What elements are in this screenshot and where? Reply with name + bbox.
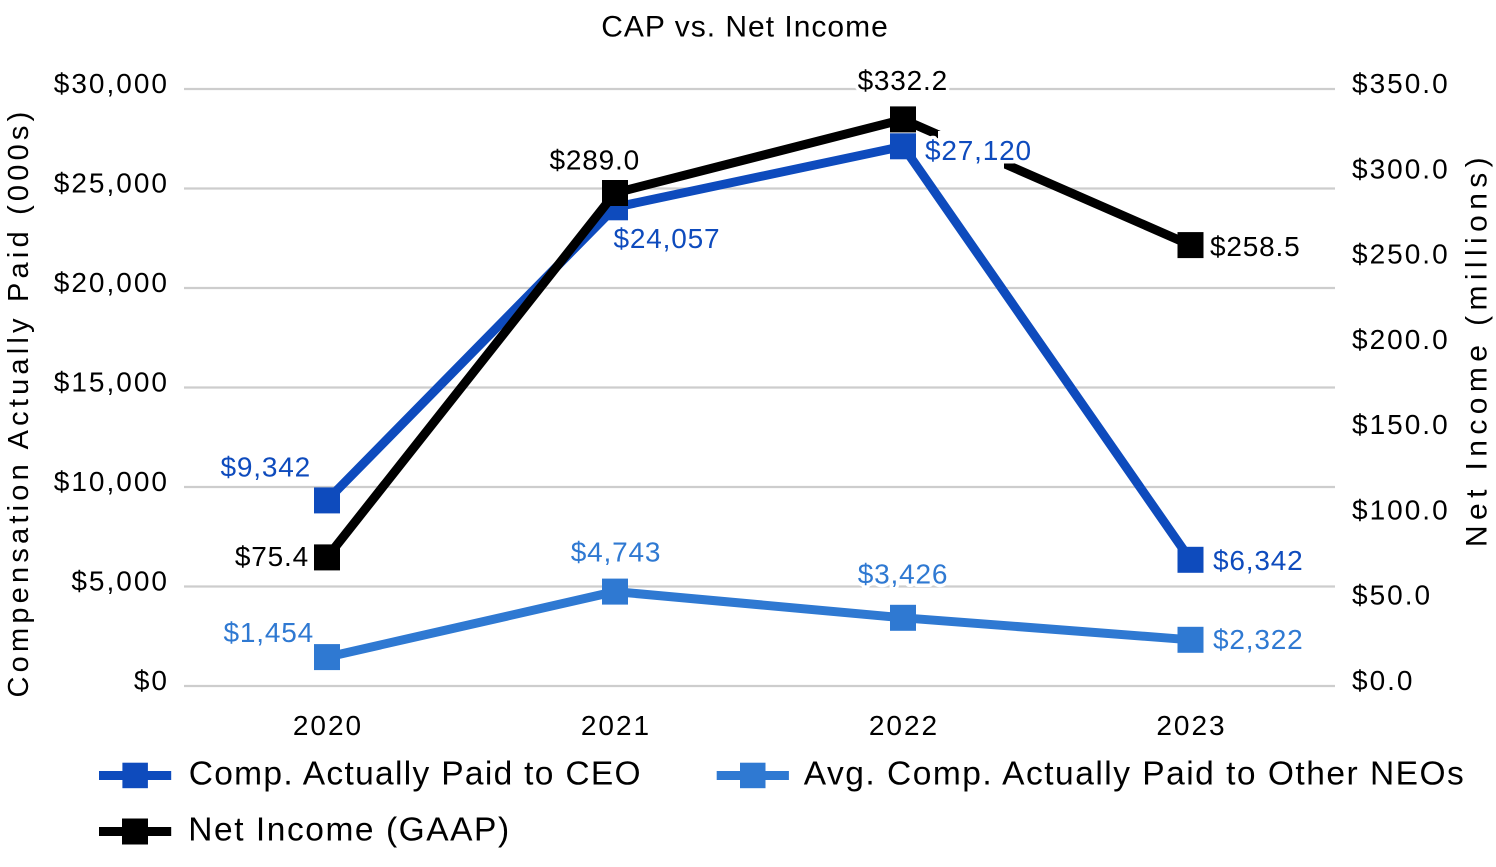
svg-text:$250.0: $250.0 [1352,239,1450,270]
svg-text:Avg. Comp. Actually Paid to Ot: Avg. Comp. Actually Paid to Other NEOs [804,756,1466,793]
svg-text:2020: 2020 [293,710,363,741]
svg-text:2021: 2021 [581,710,651,741]
svg-text:Comp. Actually Paid to CEO: Comp. Actually Paid to CEO [189,756,642,793]
svg-text:CAP vs. Net Income: CAP vs. Net Income [601,11,889,44]
svg-text:$332.2: $332.2 [858,65,948,96]
svg-text:$5,000: $5,000 [71,566,169,597]
svg-text:$300.0: $300.0 [1352,153,1450,184]
svg-text:$50.0: $50.0 [1352,580,1432,611]
svg-text:$15,000: $15,000 [54,367,169,398]
svg-text:2022: 2022 [869,710,939,741]
svg-text:Net Income (millions): Net Income (millions) [1461,152,1494,547]
svg-text:$20,000: $20,000 [54,267,169,298]
svg-text:$24,057: $24,057 [614,223,721,254]
svg-text:$3,426: $3,426 [858,559,948,590]
svg-text:$200.0: $200.0 [1352,324,1450,355]
svg-text:$9,342: $9,342 [221,452,311,483]
svg-text:$289.0: $289.0 [550,145,640,176]
svg-text:$0: $0 [134,665,169,696]
svg-text:$258.5: $258.5 [1210,231,1300,262]
svg-text:$2,322: $2,322 [1213,624,1303,655]
svg-text:$25,000: $25,000 [54,168,169,199]
svg-text:$100.0: $100.0 [1352,494,1450,525]
svg-text:$0.0: $0.0 [1352,665,1415,696]
svg-text:$350.0: $350.0 [1352,68,1450,99]
svg-text:Net Income (GAAP): Net Income (GAAP) [188,812,510,849]
svg-text:$150.0: $150.0 [1352,409,1450,440]
svg-text:$30,000: $30,000 [54,68,169,99]
svg-text:2023: 2023 [1156,710,1226,741]
svg-text:$10,000: $10,000 [54,466,169,497]
svg-text:$6,342: $6,342 [1213,545,1303,576]
svg-text:$1,454: $1,454 [224,617,314,648]
svg-text:Compensation Actually Paid (00: Compensation Actually Paid (000s) [3,108,35,698]
svg-text:$27,120: $27,120 [925,135,1032,166]
svg-text:$4,743: $4,743 [571,537,661,568]
svg-text:$75.4: $75.4 [235,541,309,572]
